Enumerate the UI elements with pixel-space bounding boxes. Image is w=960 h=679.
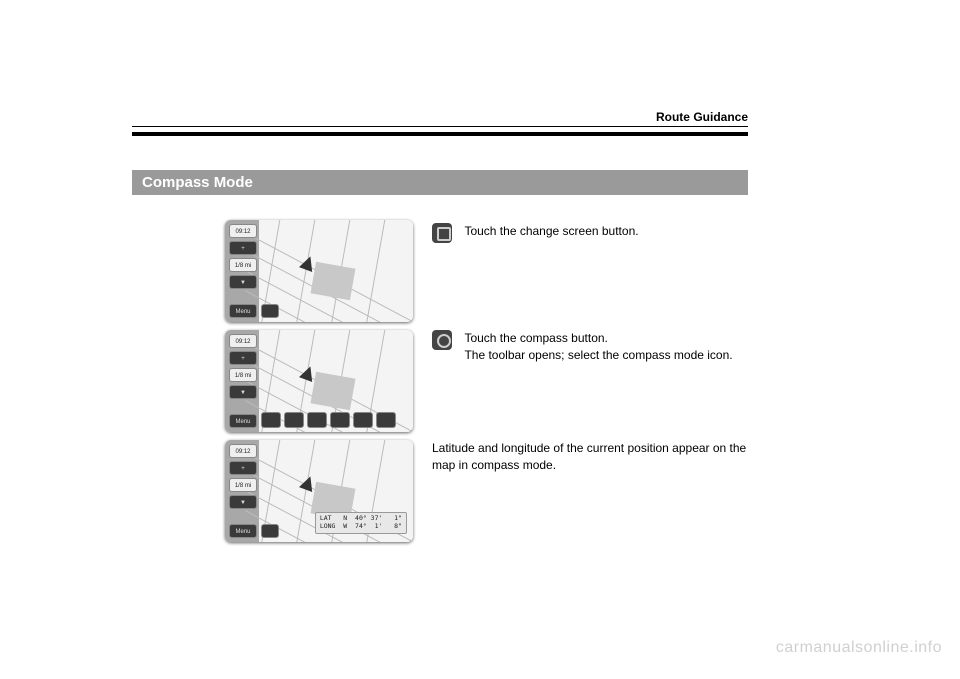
screenshot-3: 09:12 + 1/8 mi ▼ Menu LAT N 40° 37' 1" L…	[225, 440, 413, 542]
rule-thick	[132, 132, 748, 136]
change-screen-button[interactable]	[261, 524, 279, 538]
watermark: carmanualsonline.info	[776, 639, 942, 657]
zoom-out-button[interactable]: ▼	[229, 385, 257, 399]
lat-long-readout: LAT N 40° 37' 1" LONG W 74° 1' 8"	[315, 512, 407, 534]
change-screen-button[interactable]	[261, 304, 279, 318]
toolbar-btn-5[interactable]	[353, 412, 373, 428]
left-icon-stack: 09:12 + 1/8 mi ▼	[229, 334, 259, 402]
topic-label: Route Guidance	[132, 110, 748, 124]
mode-toolbar	[261, 412, 396, 428]
scale-badge: 1/8 mi	[229, 478, 257, 492]
change-screen-icon	[432, 223, 452, 243]
step-2: Touch the compass button. The toolbar op…	[432, 330, 824, 364]
screenshot-2: 09:12 + 1/8 mi ▼ Menu	[225, 330, 413, 432]
toolbar-btn-4[interactable]	[330, 412, 350, 428]
zoom-out-button[interactable]: ▼	[229, 495, 257, 509]
zoom-in-button[interactable]: +	[229, 461, 257, 475]
step-2-text: Touch the compass button. The toolbar op…	[464, 330, 824, 364]
time-badge: 09:12	[229, 224, 257, 238]
menu-button[interactable]: Menu	[229, 414, 257, 428]
toolbar-btn-2[interactable]	[284, 412, 304, 428]
menu-button[interactable]: Menu	[229, 304, 257, 318]
scale-badge: 1/8 mi	[229, 368, 257, 382]
left-icon-stack: 09:12 + 1/8 mi ▼	[229, 224, 259, 292]
zoom-in-button[interactable]: +	[229, 351, 257, 365]
zoom-out-button[interactable]: ▼	[229, 275, 257, 289]
step-3: Latitude and longitude of the current po…	[432, 440, 748, 474]
page: Route Guidance Compass Mode 09:12 + 1/8 …	[0, 0, 960, 679]
compass-icon	[432, 330, 452, 350]
zoom-in-button[interactable]: +	[229, 241, 257, 255]
section-title-bar: Compass Mode	[132, 170, 748, 195]
step-3-text: Latitude and longitude of the current po…	[432, 440, 748, 474]
time-badge: 09:12	[229, 444, 257, 458]
toolbar-compass-button[interactable]	[376, 412, 396, 428]
screenshot-1: 09:12 + 1/8 mi ▼ Menu	[225, 220, 413, 322]
toolbar-btn-3[interactable]	[307, 412, 327, 428]
rule-thin	[132, 126, 748, 127]
scale-badge: 1/8 mi	[229, 258, 257, 272]
toolbar-btn-1[interactable]	[261, 412, 281, 428]
step-1: Touch the change screen button.	[432, 223, 824, 243]
menu-button[interactable]: Menu	[229, 524, 257, 538]
time-badge: 09:12	[229, 334, 257, 348]
left-icon-stack: 09:12 + 1/8 mi ▼	[229, 444, 259, 512]
step-1-text: Touch the change screen button.	[464, 223, 824, 240]
